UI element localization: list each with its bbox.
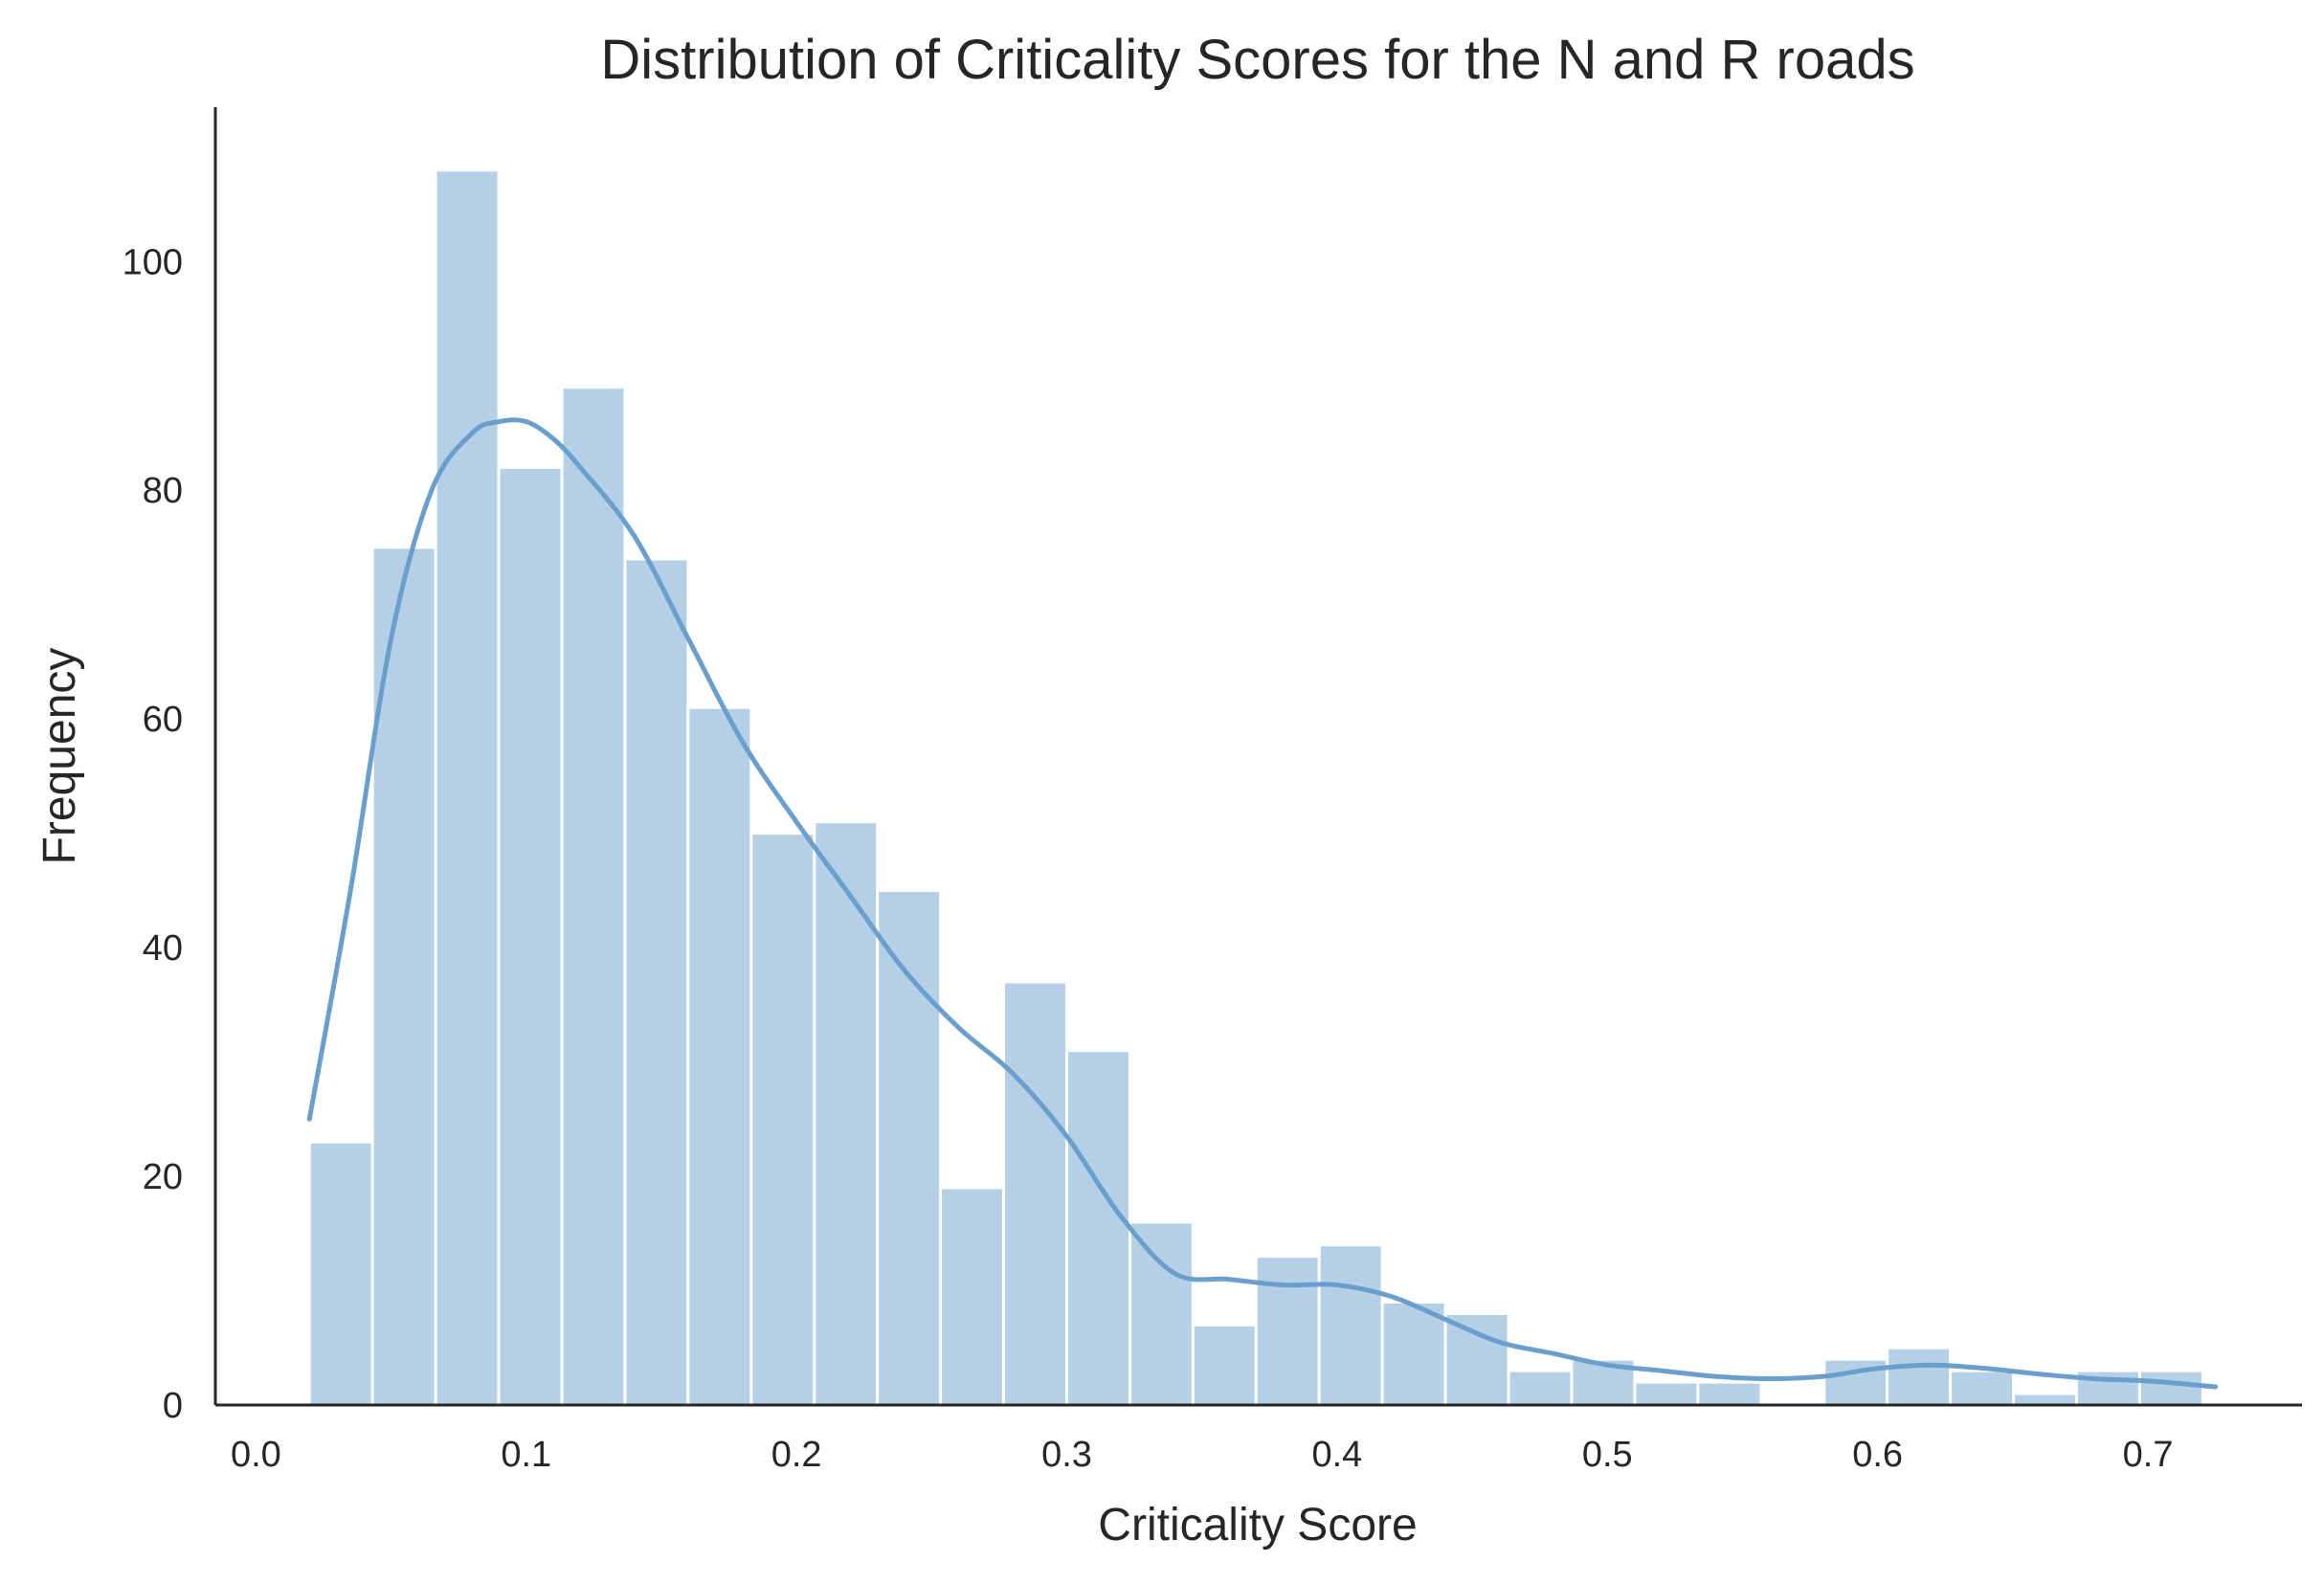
histogram-bar: [1507, 1369, 1574, 1407]
histogram-bar: [1633, 1380, 1700, 1407]
x-tick-label: 0.5: [1582, 1435, 1633, 1475]
histogram-bar: [876, 888, 943, 1407]
histogram-bar: [307, 1140, 374, 1407]
kde-curve-layer: [306, 417, 2219, 1390]
histogram-bar: [2012, 1392, 2079, 1407]
x-tick-labels: 0.0 0.1 0.2 0.3 0.4 0.5 0.6 0.7: [231, 1435, 2174, 1475]
x-axis-label: Criticality Score: [1098, 1500, 1417, 1551]
y-tick-label: 80: [143, 471, 183, 511]
histogram-bar: [1949, 1369, 2016, 1407]
y-tick-label: 100: [123, 242, 183, 282]
histogram-bar: [1065, 1049, 1131, 1407]
histogram-bar: [939, 1186, 1006, 1407]
histogram-bar: [1696, 1380, 1763, 1407]
x-tick-label: 0.0: [231, 1435, 281, 1475]
x-tick-label: 0.6: [1852, 1435, 1903, 1475]
histogram-bar: [686, 705, 753, 1407]
histogram-bar: [560, 386, 627, 1407]
x-tick-label: 0.7: [2123, 1435, 2174, 1475]
x-tick-label: 0.4: [1311, 1435, 1362, 1475]
histogram-bar: [1128, 1220, 1195, 1407]
y-axis-label: Frequency: [34, 648, 85, 865]
histogram-bar: [1443, 1311, 1510, 1407]
histogram-bar: [1002, 980, 1069, 1407]
y-tick-label: 0: [163, 1386, 183, 1426]
x-tick-label: 0.3: [1041, 1435, 1092, 1475]
y-tick-labels: 0 20 40 60 80 100: [123, 242, 183, 1426]
histogram-bar: [497, 465, 564, 1407]
y-tick-label: 60: [143, 700, 183, 740]
chart-title: Distribution of Criticality Scores for t…: [600, 29, 1914, 91]
y-tick-label: 40: [143, 928, 183, 969]
histogram-bars: [307, 168, 2204, 1407]
histogram-bar: [1886, 1346, 1953, 1407]
histogram-bar: [813, 820, 880, 1407]
histogram-bar: [1317, 1243, 1384, 1407]
histogram-bar: [749, 832, 816, 1407]
histogram-bar: [1191, 1323, 1258, 1407]
x-tick-label: 0.1: [501, 1435, 551, 1475]
histogram-bar: [2137, 1369, 2204, 1407]
y-tick-label: 20: [143, 1157, 183, 1197]
histogram-bar: [623, 557, 690, 1407]
histogram-bar: [434, 168, 501, 1407]
kde-curve: [306, 417, 2219, 1390]
x-tick-label: 0.2: [771, 1435, 822, 1475]
histogram-bar: [1254, 1255, 1321, 1407]
